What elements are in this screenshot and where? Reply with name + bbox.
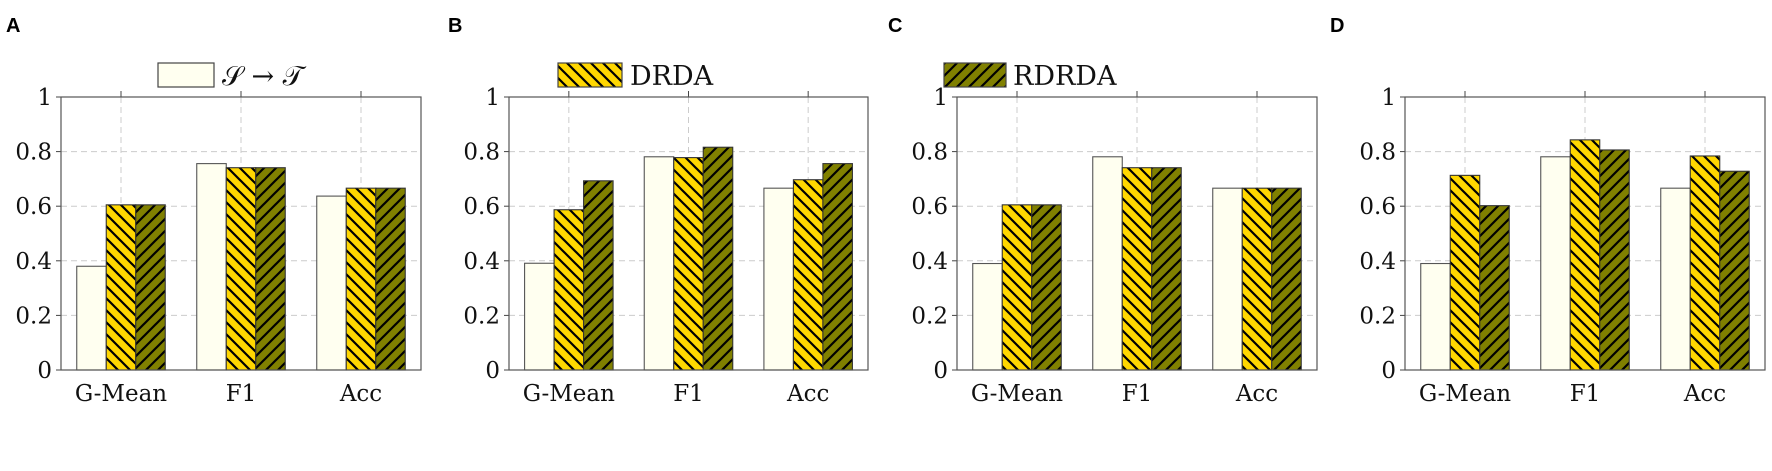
x-tick-label: F1 [1122,381,1153,407]
bar-rdrda-g-mean [1479,205,1510,371]
bar-rdrda-f1 [1151,167,1182,371]
bar-drda-f1 [225,167,257,371]
bar-source-f1 [196,163,227,371]
plot-frame [508,96,869,371]
y-tick-label: 0.4 [15,249,52,275]
bar-drda-g-mean [553,209,585,371]
bar-source-acc [1660,187,1691,371]
panel-letter: B [448,15,462,37]
bar-drda-acc [1689,155,1721,371]
panel-letter: C [888,15,902,37]
bar-source-f1 [643,156,675,371]
legend-label-drda: DRDA [630,61,714,92]
legend-swatch-drda [557,62,623,88]
x-tick-label: G-Mean [1419,381,1511,407]
y-tick-label: 0.8 [1359,140,1396,166]
plot-frame [60,96,422,371]
plot-frame [956,96,1318,371]
bar-rdrda-acc [822,163,853,371]
bar-rdrda-f1 [702,146,734,371]
legend-label-rdrda: RDRDA [1013,61,1117,92]
y-tick-label: 0 [1381,358,1396,384]
panel-letter: D [1330,15,1344,37]
y-tick-label: 0.8 [463,140,500,166]
x-tick-label: Acc [1683,381,1726,407]
bar-rdrda-g-mean [135,204,166,371]
bar-drda-g-mean [105,204,137,371]
y-tick-label: 0.8 [911,140,948,166]
bar-drda-acc [1241,187,1273,371]
y-tick-label: 0.6 [463,194,500,220]
panel-letter: A [6,15,20,37]
panel-b: B 0 0.2 0.4 0.6 0.8 1 G-Mean F1 Acc [448,15,869,407]
bar-source-f1 [1540,156,1571,371]
y-tick-label: 0.6 [1359,194,1396,220]
bar-rdrda-acc [1719,170,1750,371]
bar-source-acc [316,195,347,371]
y-tick-label: 0.2 [463,303,500,329]
legend-swatch-rdrda [943,62,1007,88]
x-tick-label: G-Mean [971,381,1063,407]
x-tick-label: G-Mean [75,381,167,407]
bar-drda-f1 [1569,139,1601,371]
bar-rdrda-acc [1271,187,1302,371]
x-tick-label: Acc [786,381,829,407]
bar-rdrda-f1 [255,167,286,371]
y-tick-label: 0.4 [1359,249,1396,275]
legend-swatch-source [157,62,215,88]
y-tick-label: 0 [933,358,948,384]
bar-source-g-mean [524,262,555,371]
x-tick-label: F1 [673,381,704,407]
panel-c: C 0 0.2 0.4 0.6 0.8 1 G-Mean F1 Acc [888,15,1318,407]
bar-source-g-mean [1420,262,1451,371]
legend: 𝒮 → 𝒯 DRDA RDRDA [157,61,1117,92]
bar-drda-acc [345,187,377,371]
bar-drda-f1 [673,157,704,371]
y-tick-label: 1 [933,85,948,111]
bar-source-f1 [1092,156,1123,371]
bar-rdrda-g-mean [1031,204,1062,371]
bar-source-acc [1212,187,1243,371]
x-tick-label: F1 [1570,381,1601,407]
bar-source-acc [763,187,794,371]
bar-drda-f1 [1121,167,1153,371]
y-tick-label: 0.4 [911,249,948,275]
y-tick-label: 0 [37,358,52,384]
bar-source-g-mean [972,262,1003,371]
bar-drda-acc [792,179,824,371]
y-tick-label: 0.2 [1359,303,1396,329]
x-tick-label: Acc [339,381,382,407]
y-tick-label: 0 [485,358,500,384]
y-tick-label: 1 [1381,85,1396,111]
bar-rdrda-acc [375,187,406,371]
y-tick-label: 0.6 [15,194,52,220]
panel-d: D 0 0.2 0.4 0.6 0.8 1 G-Mean F1 Acc [1330,15,1766,407]
bar-drda-g-mean [1449,174,1481,371]
y-tick-label: 0.4 [463,249,500,275]
y-tick-label: 0.2 [911,303,948,329]
y-tick-label: 0.8 [15,140,52,166]
y-tick-label: 0.2 [15,303,52,329]
x-tick-label: Acc [1235,381,1278,407]
x-tick-label: G-Mean [523,381,615,407]
bar-source-g-mean [76,265,107,371]
legend-label-source: 𝒮 → 𝒯 [222,61,307,92]
plot-frame [1404,96,1766,371]
y-tick-label: 1 [37,85,52,111]
x-tick-label: F1 [226,381,257,407]
bar-rdrda-g-mean [583,180,614,371]
y-tick-label: 0.6 [911,194,948,220]
bar-rdrda-f1 [1599,149,1630,371]
y-tick-label: 1 [485,85,500,111]
bar-drda-g-mean [1001,204,1033,371]
panel-a: A 0 0.2 0.4 0.6 0.8 1 G-Mean F1 Acc [6,15,422,407]
